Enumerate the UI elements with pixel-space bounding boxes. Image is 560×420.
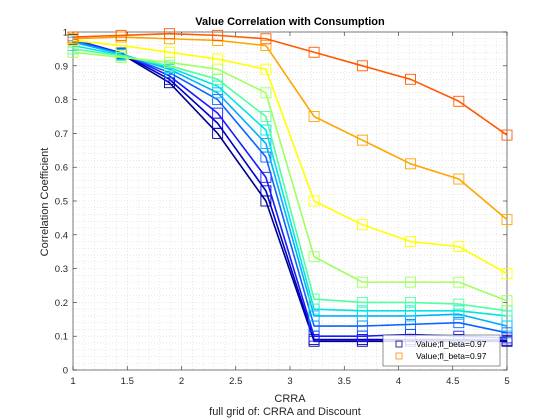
- series-marker: [356, 219, 368, 231]
- y-tick-label: 0.5: [55, 197, 68, 208]
- figure-caption: full grid of: CRRA and Discount: [209, 406, 361, 418]
- series-marker: [115, 29, 127, 41]
- series-marker: [501, 214, 513, 226]
- series-marker: [260, 124, 272, 136]
- series-marker: [260, 87, 272, 99]
- series-marker: [453, 298, 465, 310]
- series-marker: [260, 151, 272, 163]
- series-marker: [453, 305, 465, 317]
- series-marker: [356, 305, 368, 317]
- x-tick-label: 2: [179, 376, 184, 387]
- series-marker: [212, 87, 224, 99]
- series-marker: [405, 318, 416, 330]
- x-tick-label: 3.5: [338, 376, 351, 387]
- series-marker: [308, 251, 320, 263]
- series-marker: [356, 134, 368, 146]
- legend-label: Value;fl_beta=0.97: [416, 339, 487, 349]
- series-marker: [501, 268, 513, 280]
- series-line-10: [72, 36, 508, 221]
- series-line-8: [72, 51, 508, 302]
- series-marker: [260, 63, 272, 75]
- axis-ticks: 1 1.5 2 2.5 3 3.5 4 4.5 5 0 0.1 0.2 0.3 0.4 0.5 0.6 0.7 0…: [55, 28, 510, 388]
- y-axis-label: Correlation Coefficient: [39, 148, 51, 257]
- series-marker: [308, 195, 320, 207]
- y-tick-label: 0.7: [55, 129, 68, 140]
- series-marker: [453, 317, 465, 329]
- series-marker: [308, 111, 320, 122]
- series-marker: [260, 111, 272, 122]
- y-tick-label: 0.3: [55, 264, 68, 275]
- x-tick-label: 3: [287, 376, 292, 387]
- x-tick-label: 1.5: [121, 376, 134, 387]
- series-marker: [67, 46, 79, 58]
- y-tick-label: 1: [63, 28, 68, 39]
- x-tick-label: 4: [396, 376, 401, 387]
- series-marker: [308, 46, 320, 58]
- x-tick-label: 4.5: [446, 376, 459, 387]
- series-marker: [405, 305, 416, 317]
- series-marker: [260, 138, 272, 149]
- y-tick-label: 0.1: [55, 332, 68, 343]
- legend-marker: [395, 352, 403, 360]
- legend: Value;fl_beta=0.97 Value;fl_beta=0.97: [382, 334, 501, 367]
- series-marker: [260, 33, 272, 45]
- y-tick-label: 0.6: [55, 163, 68, 174]
- series-marker: [405, 73, 416, 85]
- series-marker: [405, 296, 416, 308]
- series-marker: [212, 94, 224, 106]
- y-tick-label: 0.2: [55, 298, 68, 309]
- series-group: [67, 28, 513, 347]
- series-marker: [405, 158, 416, 170]
- series-marker: [308, 310, 320, 322]
- series-marker: [67, 31, 79, 43]
- series-line-9: [72, 39, 508, 275]
- x-axis-label: CRRA: [274, 393, 306, 405]
- series-marker: [164, 46, 175, 58]
- series-marker: [356, 296, 368, 308]
- series-line-4: [72, 39, 508, 334]
- series-marker: [501, 295, 513, 307]
- x-tick-label: 5: [504, 376, 509, 387]
- legend-marker: [395, 340, 403, 348]
- x-tick-label: 2.5: [229, 376, 242, 387]
- y-tick-label: 0: [63, 366, 68, 377]
- series-marker: [308, 293, 320, 305]
- series-marker: [260, 40, 272, 51]
- series-marker: [356, 276, 368, 288]
- y-tick-label: 0.8: [55, 95, 68, 106]
- series-marker: [405, 276, 416, 288]
- legend-box: [382, 334, 501, 367]
- series-marker: [115, 51, 127, 63]
- series-marker: [453, 95, 465, 107]
- series-marker: [164, 28, 175, 40]
- series-marker: [356, 60, 368, 72]
- series-marker: [453, 276, 465, 288]
- series-marker: [260, 185, 272, 197]
- series-marker: [212, 29, 224, 41]
- legend-label: Value;fl_beta=0.97: [416, 351, 487, 361]
- series-marker: [501, 129, 513, 141]
- series-marker: [453, 241, 465, 253]
- series-marker: [405, 236, 416, 248]
- y-tick-label: 0.9: [55, 61, 68, 72]
- chart-title: Value Correlation with Consumption: [195, 16, 385, 28]
- series-marker: [501, 327, 513, 339]
- x-tick-label: 1: [70, 376, 75, 387]
- series-line-11: [72, 32, 508, 136]
- series-marker: [453, 173, 465, 185]
- series-line-7: [72, 48, 508, 312]
- y-tick-label: 0.4: [55, 230, 68, 241]
- series-marker: [212, 80, 224, 92]
- series-marker: [212, 107, 224, 119]
- series-marker: [212, 53, 224, 65]
